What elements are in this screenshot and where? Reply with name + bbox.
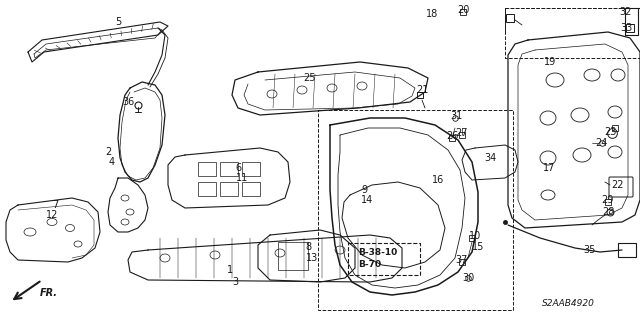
Bar [505, 8, 640, 58]
Text: 3: 3 [232, 277, 238, 287]
Text: 7: 7 [52, 200, 58, 210]
Text: 37: 37 [456, 255, 468, 265]
Text: 18: 18 [426, 9, 438, 19]
Text: 31: 31 [450, 111, 462, 121]
Bar [198, 182, 216, 196]
Text: B-38-10: B-38-10 [358, 248, 397, 257]
Text: B-70: B-70 [358, 260, 381, 269]
Text: 21: 21 [416, 85, 428, 95]
Text: 35: 35 [584, 245, 596, 255]
Text: 33: 33 [620, 23, 632, 33]
Text: 10: 10 [469, 231, 481, 241]
Bar [198, 162, 216, 176]
Text: 23: 23 [604, 127, 616, 137]
Text: 8: 8 [305, 242, 311, 252]
Text: 29: 29 [601, 195, 613, 205]
Text: 15: 15 [472, 242, 484, 252]
Bar [318, 110, 513, 310]
Text: 26: 26 [446, 131, 458, 141]
Bar [220, 162, 238, 176]
Text: 17: 17 [543, 163, 555, 173]
Text: 11: 11 [236, 173, 248, 183]
Text: 12: 12 [46, 210, 58, 220]
Text: S2AAB4920: S2AAB4920 [542, 299, 595, 308]
Text: 19: 19 [544, 57, 556, 67]
Text: 4: 4 [109, 157, 115, 167]
Text: 28: 28 [602, 207, 614, 217]
Bar [618, 243, 636, 257]
Text: 5: 5 [115, 17, 121, 27]
Text: 22: 22 [612, 180, 624, 190]
Text: 36: 36 [122, 97, 134, 107]
Text: 27: 27 [456, 128, 468, 138]
Text: 1: 1 [227, 265, 233, 275]
Text: 30: 30 [462, 273, 474, 283]
Bar [348, 243, 420, 275]
Text: 14: 14 [361, 195, 373, 205]
Text: 24: 24 [595, 138, 607, 148]
Bar [242, 182, 260, 196]
Text: 6: 6 [235, 163, 241, 173]
Text: 34: 34 [484, 153, 496, 163]
Text: 16: 16 [432, 175, 444, 185]
Bar [220, 182, 238, 196]
Text: 2: 2 [105, 147, 111, 157]
Text: 13: 13 [306, 253, 318, 263]
Text: FR.: FR. [40, 288, 58, 298]
Bar [278, 242, 308, 270]
Bar [242, 162, 260, 176]
Text: 32: 32 [620, 7, 632, 17]
Text: 20: 20 [457, 5, 469, 15]
Text: 25: 25 [304, 73, 316, 83]
Text: 9: 9 [361, 185, 367, 195]
